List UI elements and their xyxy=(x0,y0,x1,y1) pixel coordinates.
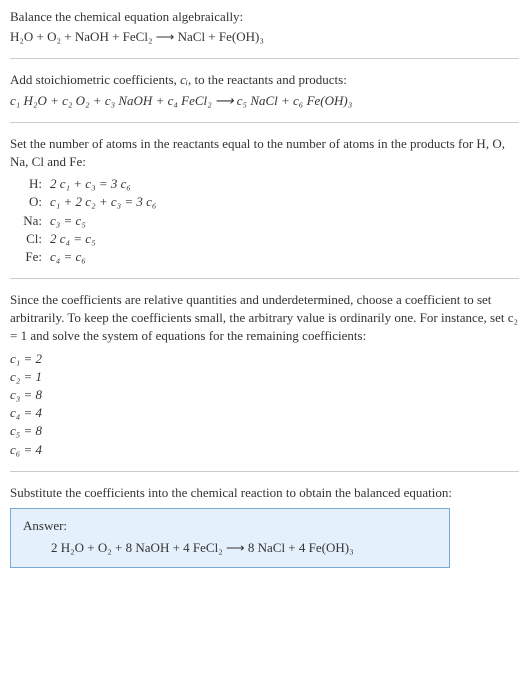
balance-eq: 2 c₄ = c₅ xyxy=(46,230,160,248)
element-label: Fe: xyxy=(18,248,46,266)
intro-text: Substitute the coefficients into the che… xyxy=(10,484,519,502)
intro-text: Since the coefficients are relative quan… xyxy=(10,291,519,346)
table-row: O: c₁ + 2 c₂ + c₃ = 3 c₆ xyxy=(18,193,160,211)
coefficient-value: c₃ = 8 xyxy=(10,386,519,404)
element-label: H: xyxy=(18,175,46,193)
section-atom-balance: Set the number of atoms in the reactants… xyxy=(10,135,519,266)
coefficient-value: c₆ = 4 xyxy=(10,441,519,459)
coefficient-value: c₄ = 4 xyxy=(10,404,519,422)
table-row: H: 2 c₁ + c₃ = 3 c₆ xyxy=(18,175,160,193)
element-label: O: xyxy=(18,193,46,211)
element-label: Cl: xyxy=(18,230,46,248)
element-label: Na: xyxy=(18,212,46,230)
section-solve: Since the coefficients are relative quan… xyxy=(10,291,519,459)
balance-eq: 2 c₁ + c₃ = 3 c₆ xyxy=(46,175,160,193)
intro-text: Set the number of atoms in the reactants… xyxy=(10,135,519,171)
table-row: Cl: 2 c₄ = c₅ xyxy=(18,230,160,248)
ci-symbol: cᵢ xyxy=(180,72,188,87)
balance-table: H: 2 c₁ + c₃ = 3 c₆ O: c₁ + 2 c₂ + c₃ = … xyxy=(10,175,519,266)
answer-box: Answer: 2 H₂O + O₂ + 8 NaOH + 4 FeCl₂ ⟶ … xyxy=(10,508,450,568)
section-add-coefficients: Add stoichiometric coefficients, cᵢ, to … xyxy=(10,71,519,109)
coefficient-value: c₁ = 2 xyxy=(10,350,519,368)
coefficient-value: c₅ = 8 xyxy=(10,422,519,440)
coefficient-list: c₁ = 2 c₂ = 1 c₃ = 8 c₄ = 4 c₅ = 8 c₆ = … xyxy=(10,350,519,459)
divider xyxy=(10,122,519,123)
answer-label: Answer: xyxy=(23,517,437,535)
table-row: Fe: c₄ = c₆ xyxy=(18,248,160,266)
intro-text: Balance the chemical equation algebraica… xyxy=(10,8,519,26)
unbalanced-equation: H₂O + O₂ + NaOH + FeCl₂ ⟶ NaCl + Fe(OH)₃ xyxy=(10,28,519,46)
table-row: Na: c₃ = c₅ xyxy=(18,212,160,230)
balance-eq: c₄ = c₆ xyxy=(46,248,160,266)
balance-eq: c₃ = c₅ xyxy=(46,212,160,230)
intro-text: Add stoichiometric coefficients, cᵢ, to … xyxy=(10,71,519,89)
section-problem: Balance the chemical equation algebraica… xyxy=(10,8,519,46)
balanced-equation: 2 H₂O + O₂ + 8 NaOH + 4 FeCl₂ ⟶ 8 NaCl +… xyxy=(23,539,437,557)
coefficient-equation: c₁ H₂O + c₂ O₂ + c₃ NaOH + c₄ FeCl₂ ⟶ c₅… xyxy=(10,92,519,110)
balance-eq: c₁ + 2 c₂ + c₃ = 3 c₆ xyxy=(46,193,160,211)
section-substitute: Substitute the coefficients into the che… xyxy=(10,484,519,502)
text-part: , to the reactants and products: xyxy=(188,72,347,87)
divider xyxy=(10,471,519,472)
divider xyxy=(10,58,519,59)
text-part: Add stoichiometric coefficients, xyxy=(10,72,180,87)
coefficient-value: c₂ = 1 xyxy=(10,368,519,386)
divider xyxy=(10,278,519,279)
